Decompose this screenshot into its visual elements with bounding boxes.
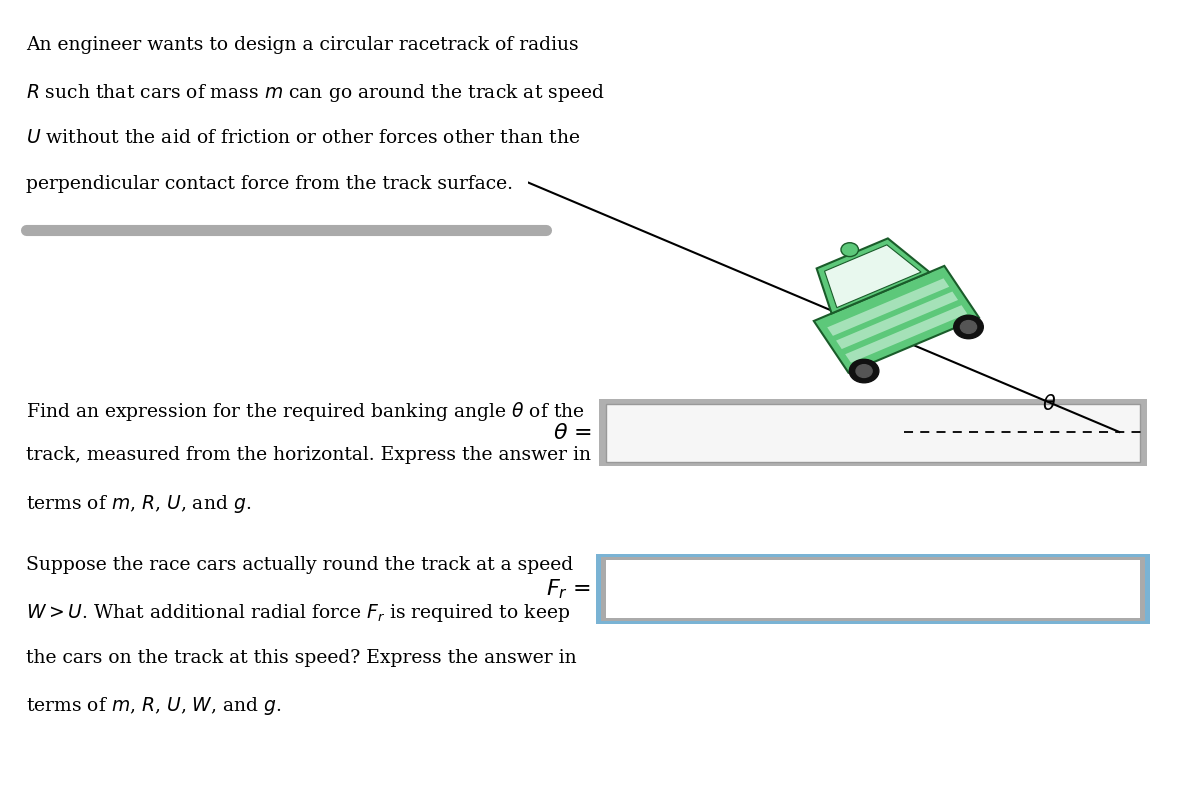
Polygon shape (827, 278, 949, 336)
Polygon shape (845, 305, 967, 362)
Bar (606, 404, 1140, 462)
Text: $W > U$. What additional radial force $F_r$ is required to keep: $W > U$. What additional radial force $F… (26, 602, 571, 624)
Circle shape (841, 242, 858, 257)
Polygon shape (814, 266, 979, 373)
Text: |: | (616, 579, 622, 598)
Text: $\theta$: $\theta$ (1042, 394, 1056, 414)
Text: Suppose the race cars actually round the track at a speed: Suppose the race cars actually round the… (26, 556, 574, 574)
Polygon shape (817, 238, 930, 314)
Circle shape (960, 321, 977, 334)
Text: $\theta$ =: $\theta$ = (553, 422, 592, 444)
Polygon shape (836, 291, 958, 349)
Bar (599, 399, 1147, 466)
Text: perpendicular contact force from the track surface.: perpendicular contact force from the tra… (26, 175, 514, 194)
Circle shape (954, 315, 983, 338)
Polygon shape (824, 245, 922, 308)
Text: track, measured from the horizontal. Express the answer in: track, measured from the horizontal. Exp… (26, 446, 592, 464)
Bar (606, 560, 1140, 618)
Text: $U$ without the aid of friction or other forces other than the: $U$ without the aid of friction or other… (26, 129, 581, 147)
Text: terms of $m$, $R$, $U$, $W$, and $g$.: terms of $m$, $R$, $U$, $W$, and $g$. (26, 695, 282, 718)
Circle shape (850, 359, 878, 382)
Text: An engineer wants to design a circular racetrack of radius: An engineer wants to design a circular r… (26, 36, 580, 54)
Bar (596, 554, 1150, 624)
Bar (601, 557, 1145, 621)
Text: $R$ such that cars of mass $m$ can go around the track at speed: $R$ such that cars of mass $m$ can go ar… (26, 82, 605, 105)
Text: the cars on the track at this speed? Express the answer in: the cars on the track at this speed? Exp… (26, 649, 577, 667)
Text: $F_r$ =: $F_r$ = (546, 577, 592, 601)
Circle shape (856, 365, 872, 378)
Text: terms of $m$, $R$, $U$, and $g$.: terms of $m$, $R$, $U$, and $g$. (26, 493, 252, 515)
Text: Find an expression for the required banking angle $\theta$ of the: Find an expression for the required bank… (26, 400, 586, 423)
